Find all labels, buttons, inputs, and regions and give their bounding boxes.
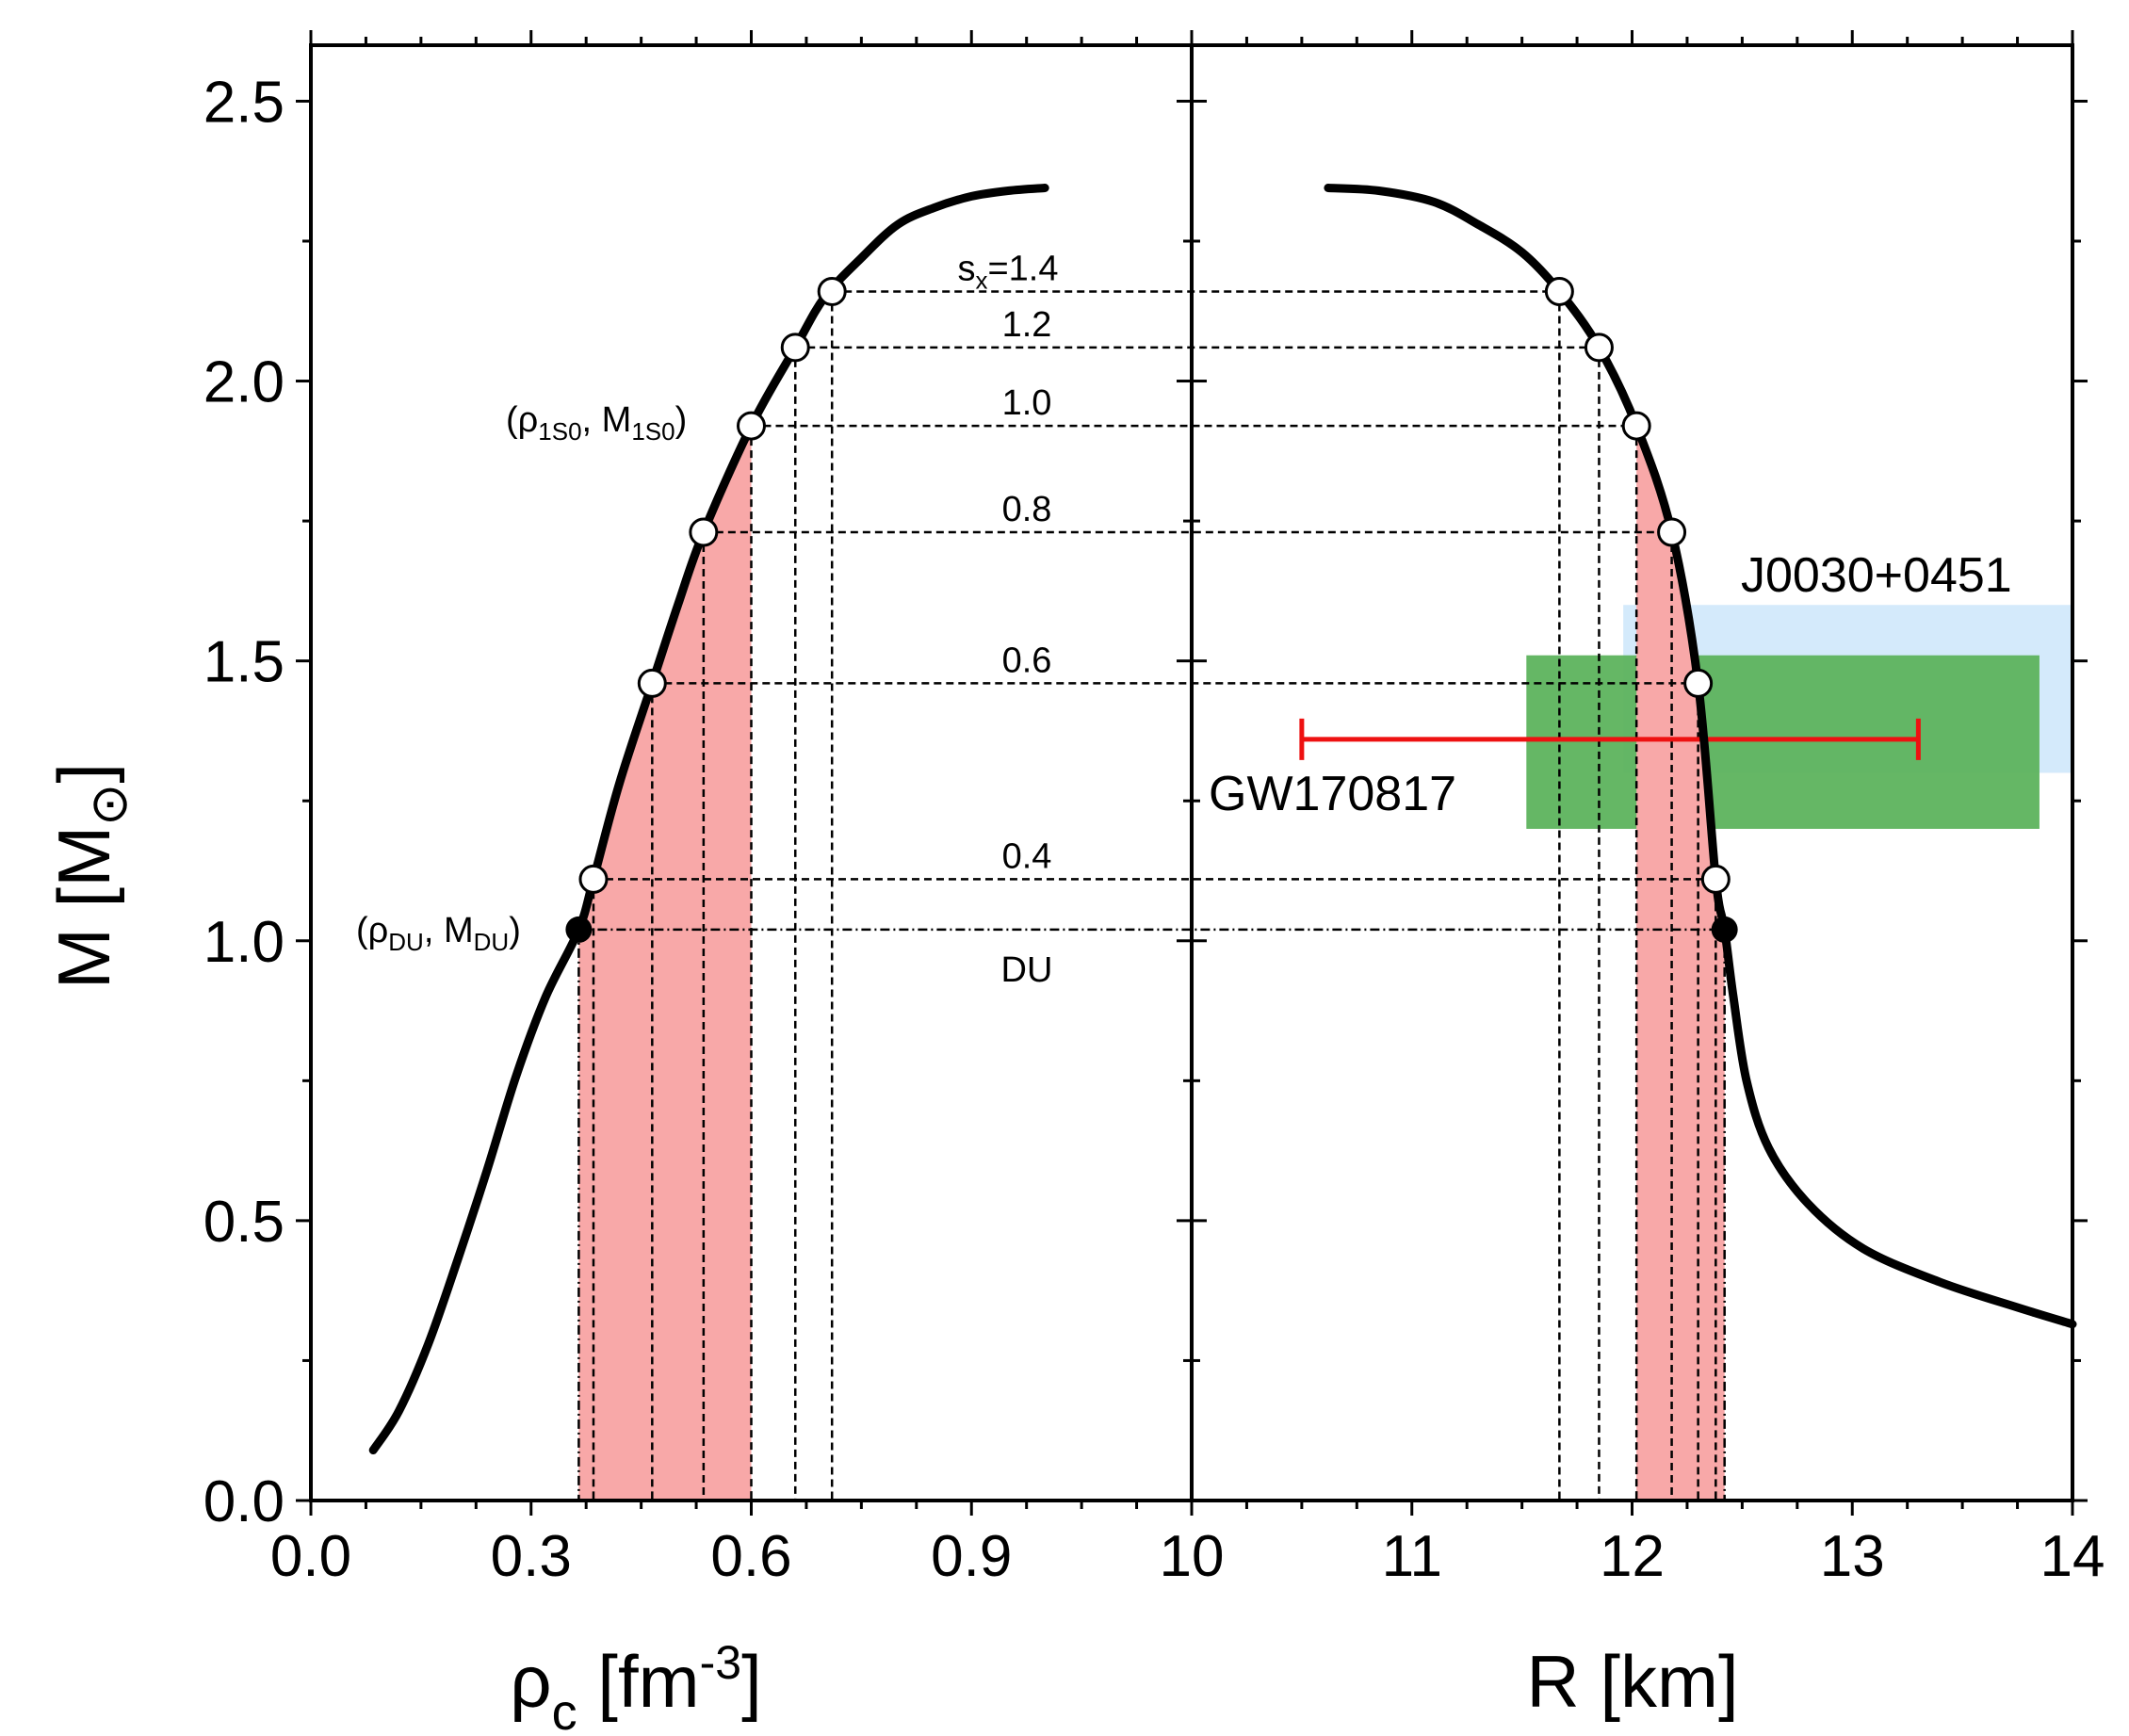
right-vertical-guides (1558, 291, 1726, 1501)
left-marker-0.8 (689, 517, 719, 547)
horizontal-guides (578, 290, 1725, 932)
xtick-label-left: 0.0 (270, 1524, 351, 1589)
right-shade-area (1636, 426, 1725, 1501)
ytick-label: 1.5 (203, 630, 284, 695)
left-shaded-region (578, 426, 752, 1501)
line-label-1.0: 1.0 (1002, 383, 1052, 423)
left-x-axis-label: ρc [fm-3] (510, 1636, 762, 1736)
j0030-label: J0030+0451 (1741, 548, 2012, 603)
gw170817-label: GW170817 (1209, 767, 1456, 821)
left-marker-0.4 (578, 864, 609, 894)
tick-labels: 0.0 0.5 1.0 1.5 2.0 2.5 0.0 0.3 0.6 0.9 10 11 12 13 14 (203, 70, 2105, 1589)
ytick-label: 2.5 (203, 70, 284, 135)
right-panel (1299, 184, 2077, 1501)
sample-point-markers (565, 276, 1738, 943)
right-marker-0.8 (1657, 517, 1687, 547)
right-x-axis-label: R [km] (1526, 1640, 1738, 1723)
left-marker-1.4 (817, 276, 847, 306)
line-label-DU: DU (1001, 950, 1053, 990)
right-marker-1.0 (1621, 411, 1651, 441)
xtick-label-right: 13 (1820, 1524, 1885, 1589)
left-shade-area (578, 426, 752, 1501)
line-label-0.8: 0.8 (1002, 490, 1052, 529)
xtick-label-right: 10 (1160, 1524, 1225, 1589)
y-axis-label: M [M⊙] (42, 763, 138, 989)
left-panel (368, 184, 1049, 1501)
right-marker-du (1711, 916, 1738, 943)
xtick-label-right: 11 (1382, 1524, 1442, 1589)
right-marker-0.4 (1700, 864, 1731, 894)
right-marker-1.2 (1584, 333, 1614, 363)
left-marker-0.6 (637, 668, 667, 698)
xtick-label-right: 12 (1600, 1524, 1665, 1589)
gw170817-errorbar (1299, 718, 1921, 760)
line-label-0.6: 0.6 (1002, 641, 1052, 680)
left-marker-1.2 (780, 333, 810, 363)
line-label-0.4: 0.4 (1002, 836, 1052, 876)
right-shaded-region (1636, 426, 1725, 1501)
line-label-1.4: sx=1.4 (957, 249, 1058, 294)
left-marker-du (565, 916, 593, 943)
ytick-label: 1.0 (203, 910, 284, 975)
xtick-label-left: 0.3 (491, 1524, 572, 1589)
gw170817-constraint-box (1526, 655, 2040, 829)
right-marker-0.6 (1683, 668, 1714, 698)
left-vertical-guides (577, 291, 834, 1501)
1s0-point-annotation: (ρ1S0, M1S0) (506, 400, 687, 446)
reference-line-labels: DU 0.4 0.6 0.8 1.0 1.2 sx=1.4 (957, 249, 1058, 989)
ytick-label: 0.0 (203, 1469, 284, 1534)
ytick-label: 2.0 (203, 350, 284, 415)
xtick-label-left: 0.9 (931, 1524, 1012, 1589)
axis-ticks (296, 30, 2088, 1516)
right-mass-radius-curve (1324, 184, 2077, 1329)
ytick-label: 0.5 (203, 1190, 284, 1255)
xtick-label-right: 14 (2040, 1524, 2105, 1589)
right-marker-1.4 (1544, 276, 1574, 306)
du-point-annotation: (ρDU, MDU) (356, 911, 521, 956)
xtick-label-left: 0.6 (710, 1524, 791, 1589)
left-marker-1.0 (737, 411, 766, 441)
line-label-1.2: 1.2 (1002, 305, 1052, 345)
